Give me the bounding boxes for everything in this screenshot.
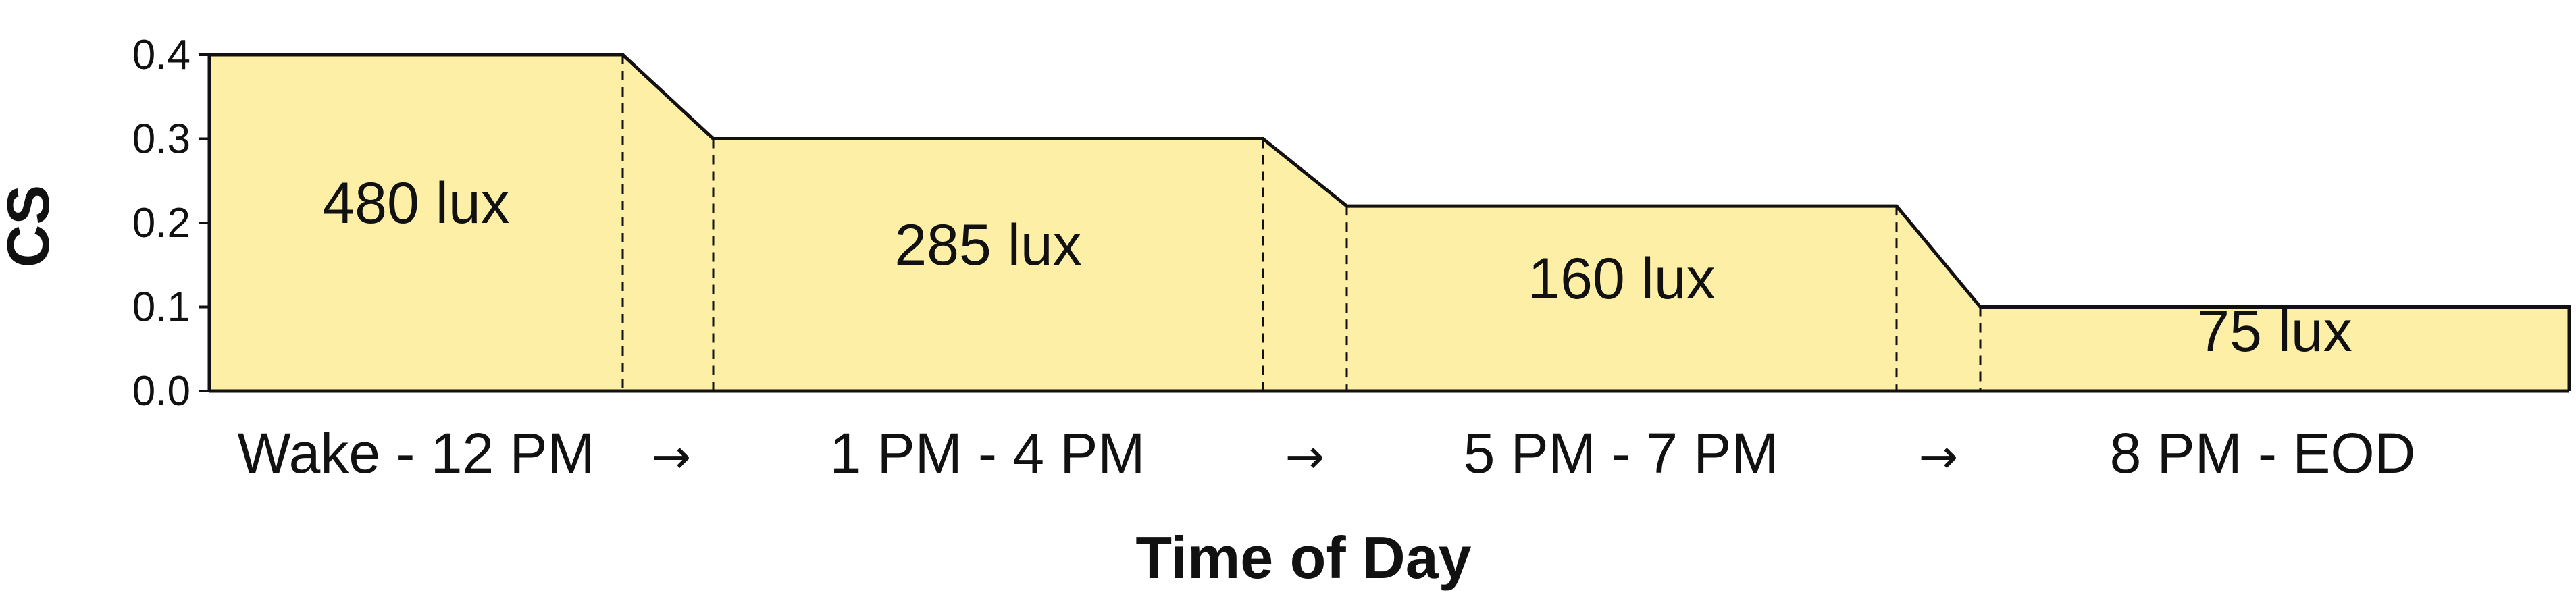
- lux-data-label: 285 lux: [894, 213, 1081, 278]
- x-axis-title: Time of Day: [1135, 524, 1471, 591]
- transition-arrow-icon: →: [652, 429, 692, 484]
- lux-data-label: 75 lux: [2197, 299, 2352, 364]
- plot-layer: [207, 53, 2571, 393]
- lux-data-label: 160 lux: [1528, 246, 1715, 311]
- y-tick-label: 0.4: [132, 32, 190, 78]
- lux-data-label: 480 lux: [322, 171, 509, 236]
- x-category-label: 1 PM - 4 PM: [830, 421, 1145, 485]
- label-layer: 480 lux 285 lux 160 lux 75 lux Wake - 12 PM 1…: [237, 171, 2415, 485]
- y-axis-title: CS: [0, 185, 61, 267]
- x-category-label: Wake - 12 PM: [237, 421, 594, 485]
- x-category-label: 8 PM - EOD: [2110, 421, 2416, 485]
- transition-arrow-icon: →: [1919, 429, 1959, 484]
- y-tick-label: 0.3: [132, 116, 190, 163]
- x-category-label: 5 PM - 7 PM: [1464, 421, 1779, 485]
- transition-arrow-icon: →: [1285, 429, 1325, 484]
- y-tick-label: 0.2: [132, 200, 190, 246]
- y-tick-layer: 0.0 0.1 0.2 0.3 0.4: [132, 32, 209, 415]
- y-tick-label: 0.0: [132, 368, 190, 415]
- y-tick-label: 0.1: [132, 284, 190, 331]
